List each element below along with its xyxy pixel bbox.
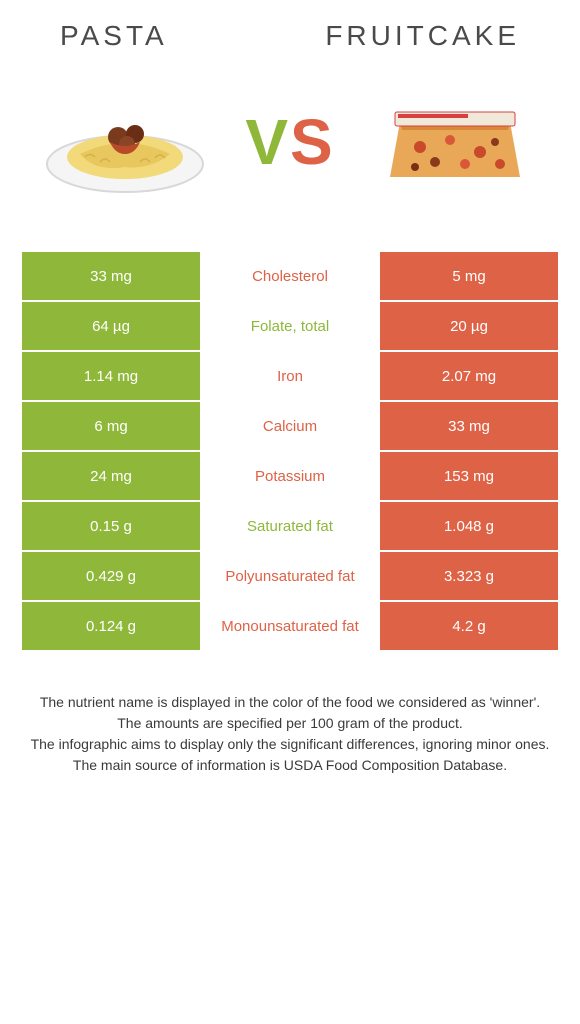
nutrient-name: Iron	[200, 352, 380, 400]
right-value: 3.323 g	[380, 552, 558, 600]
right-value: 20 µg	[380, 302, 558, 350]
fruitcake-title: FRUITCAKE	[325, 20, 520, 52]
nutrient-name: Monounsaturated fat	[200, 602, 380, 650]
fruitcake-image	[370, 82, 540, 202]
footer-line: The amounts are specified per 100 gram o…	[30, 713, 550, 734]
footer-line: The infographic aims to display only the…	[30, 734, 550, 755]
left-value: 1.14 mg	[22, 352, 200, 400]
footer-line: The nutrient name is displayed in the co…	[30, 692, 550, 713]
pasta-title: PASTA	[60, 20, 168, 52]
nutrient-name: Cholesterol	[200, 252, 380, 300]
vs-row: VS	[20, 82, 560, 252]
right-value: 2.07 mg	[380, 352, 558, 400]
nutrient-name: Polyunsaturated fat	[200, 552, 380, 600]
pasta-image	[40, 82, 210, 202]
table-row: 0.124 gMonounsaturated fat4.2 g	[22, 602, 558, 650]
left-value: 64 µg	[22, 302, 200, 350]
table-row: 33 mgCholesterol5 mg	[22, 252, 558, 300]
left-value: 24 mg	[22, 452, 200, 500]
left-value: 0.124 g	[22, 602, 200, 650]
vs-label: VS	[245, 105, 334, 179]
table-row: 24 mgPotassium153 mg	[22, 452, 558, 500]
left-value: 0.15 g	[22, 502, 200, 550]
nutrient-name: Folate, total	[200, 302, 380, 350]
right-value: 1.048 g	[380, 502, 558, 550]
table-row: 0.15 gSaturated fat1.048 g	[22, 502, 558, 550]
nutrient-name: Calcium	[200, 402, 380, 450]
right-value: 33 mg	[380, 402, 558, 450]
right-value: 153 mg	[380, 452, 558, 500]
left-value: 6 mg	[22, 402, 200, 450]
vs-v: V	[245, 106, 290, 178]
right-value: 4.2 g	[380, 602, 558, 650]
table-row: 64 µgFolate, total20 µg	[22, 302, 558, 350]
footer-notes: The nutrient name is displayed in the co…	[20, 652, 560, 776]
footer-line: The main source of information is USDA F…	[30, 755, 550, 776]
nutrient-name: Saturated fat	[200, 502, 380, 550]
right-value: 5 mg	[380, 252, 558, 300]
table-row: 0.429 gPolyunsaturated fat3.323 g	[22, 552, 558, 600]
vs-s: S	[290, 106, 335, 178]
table-row: 1.14 mgIron2.07 mg	[22, 352, 558, 400]
nutrient-name: Potassium	[200, 452, 380, 500]
nutrition-table: 33 mgCholesterol5 mg64 µgFolate, total20…	[22, 252, 558, 650]
table-row: 6 mgCalcium33 mg	[22, 402, 558, 450]
left-value: 0.429 g	[22, 552, 200, 600]
left-value: 33 mg	[22, 252, 200, 300]
header-titles: PASTA FRUITCAKE	[20, 20, 560, 82]
